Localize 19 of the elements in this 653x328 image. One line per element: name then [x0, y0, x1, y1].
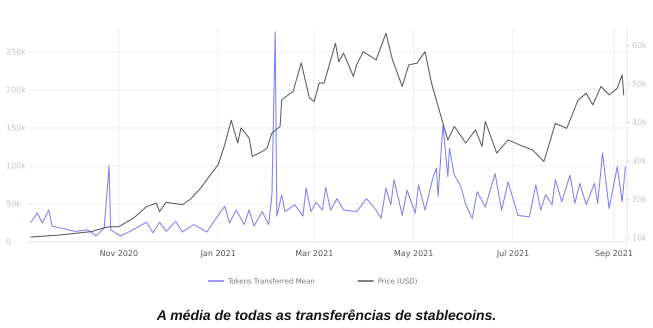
- y-tick-label: 50k: [6, 199, 22, 208]
- x-tick-label: Nov 2020: [100, 249, 138, 258]
- x-tick-label: Jan 2021: [200, 249, 236, 258]
- y-tick-label: 200k: [6, 85, 26, 94]
- text: A média de todas as transferências de stablecoins.: [156, 307, 496, 323]
- x-tick-label: Sep 2021: [594, 249, 633, 258]
- y-tick-label: 150k: [6, 123, 26, 132]
- y-tick-label: 0: [6, 238, 12, 246]
- y-tick-label: 250k: [6, 47, 26, 56]
- y2-tick-label: 10k: [632, 234, 648, 243]
- y-tick-label: 100k: [6, 161, 26, 170]
- y2-tick-label: 30k: [632, 156, 648, 166]
- y2-tick-label: 50k: [632, 80, 648, 89]
- x-tick-label: May 2021: [394, 249, 434, 258]
- x-tick-label: Mar 2021: [295, 249, 334, 258]
- y2-tick-label: 60k: [632, 41, 648, 50]
- y2-tick-label: 40k: [632, 118, 648, 128]
- x-tick-label: Jul 2021: [496, 249, 530, 258]
- y2-tick-label: 20k: [632, 195, 648, 204]
